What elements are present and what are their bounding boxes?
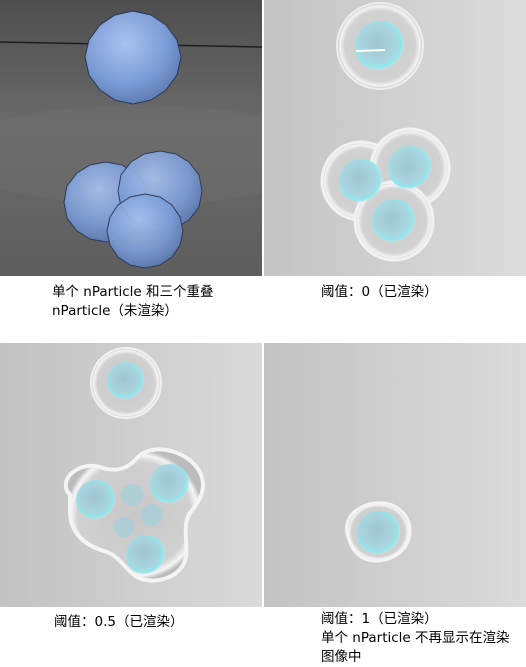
overlapping-particles <box>320 127 451 262</box>
render-image <box>0 343 262 607</box>
caption-threshold-0: 阈值：0（已渲染） <box>321 283 438 302</box>
caption-line: 单个 nParticle 和三个重叠 <box>52 284 214 300</box>
single-particle <box>84 10 182 105</box>
caption-line: 单个 nParticle 不再显示在渲染 <box>321 630 510 646</box>
overlapping-particles <box>63 150 203 269</box>
viewport-panel-unrendered <box>0 0 262 276</box>
render-panel-threshold-1 <box>264 343 526 607</box>
caption-unrendered: 单个 nParticle 和三个重叠 nParticle（未渲染） <box>52 283 214 321</box>
caption-line: 阈值：1（已渲染） <box>321 611 438 627</box>
render-image <box>264 0 526 276</box>
merged-particle <box>345 501 412 563</box>
render-panel-threshold-0-5 <box>0 343 262 607</box>
caption-line: nParticle（未渲染） <box>52 303 178 319</box>
viewport-image <box>0 0 262 276</box>
caption-line: 图像中 <box>321 649 362 665</box>
caption-line: 阈值：0.5（已渲染） <box>54 614 184 630</box>
render-panel-threshold-0 <box>264 0 526 276</box>
merged-particles <box>63 447 205 583</box>
caption-threshold-0-5: 阈值：0.5（已渲染） <box>54 613 183 632</box>
caption-line: 阈值：0（已渲染） <box>321 284 438 300</box>
caption-threshold-1: 阈值：1（已渲染） 单个 nParticle 不再显示在渲染 图像中 <box>321 610 510 667</box>
render-image <box>264 343 526 607</box>
